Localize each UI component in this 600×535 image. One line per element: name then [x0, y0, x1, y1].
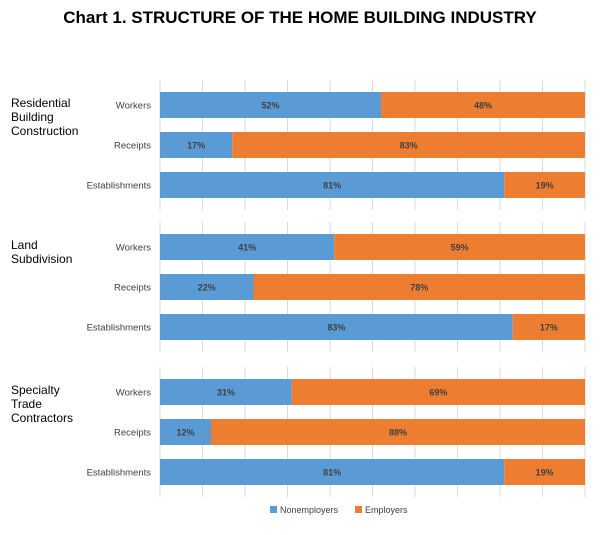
- data-label: 17%: [187, 141, 205, 151]
- bar-nonemployers: [160, 459, 505, 485]
- data-label: 48%: [474, 101, 492, 111]
- data-label: 69%: [429, 388, 447, 398]
- row-label: Establishments: [87, 468, 152, 479]
- row-label: Receipts: [114, 283, 151, 294]
- legend-item: Nonemployers: [280, 505, 339, 515]
- data-label: 78%: [410, 283, 428, 293]
- bar-employers: [291, 379, 585, 405]
- data-label: 17%: [540, 323, 558, 333]
- bar-nonemployers: [160, 419, 211, 445]
- group-label: Residential Building Construction: [11, 96, 78, 138]
- data-label: 22%: [198, 283, 216, 293]
- data-label: 83%: [327, 323, 345, 333]
- data-label: 12%: [176, 428, 194, 438]
- bar-nonemployers: [160, 172, 505, 198]
- chart-title: Chart 1. STRUCTURE OF THE HOME BUILDING …: [63, 8, 537, 27]
- bar-employers: [232, 132, 585, 158]
- data-label: 88%: [389, 428, 407, 438]
- data-label: 83%: [400, 141, 418, 151]
- row-label: Establishments: [87, 323, 152, 334]
- bar-nonemployers: [160, 314, 513, 340]
- data-label: 52%: [261, 101, 279, 111]
- legend-item: Employers: [365, 505, 408, 515]
- data-label: 19%: [536, 468, 554, 478]
- data-label: 81%: [323, 181, 341, 191]
- bar-employers: [504, 459, 585, 485]
- row-label: Receipts: [114, 428, 151, 439]
- bar-nonemployers: [160, 132, 233, 158]
- row-label: Workers: [116, 388, 151, 399]
- data-label: 19%: [536, 181, 554, 191]
- bar-employers: [334, 234, 585, 260]
- bar-nonemployers: [160, 274, 254, 300]
- bar-nonemployers: [160, 92, 381, 118]
- group-label: Specialty Trade Contractors: [11, 383, 73, 425]
- bar-employers: [381, 92, 585, 118]
- bar-employers: [512, 314, 585, 340]
- legend-swatch: [270, 506, 277, 513]
- bar-employers: [211, 419, 585, 445]
- bar-nonemployers: [160, 379, 292, 405]
- group-label: Land Subdivision: [11, 238, 72, 266]
- row-label: Workers: [116, 101, 151, 112]
- row-label: Establishments: [87, 181, 152, 192]
- data-label: 81%: [323, 468, 341, 478]
- data-label: 59%: [451, 243, 469, 253]
- bar-employers: [504, 172, 585, 198]
- bar-nonemployers: [160, 234, 335, 260]
- data-label: 31%: [217, 388, 235, 398]
- row-label: Workers: [116, 243, 151, 254]
- row-label: Receipts: [114, 141, 151, 152]
- data-label: 41%: [238, 243, 256, 253]
- bar-employers: [253, 274, 585, 300]
- legend-swatch: [355, 506, 362, 513]
